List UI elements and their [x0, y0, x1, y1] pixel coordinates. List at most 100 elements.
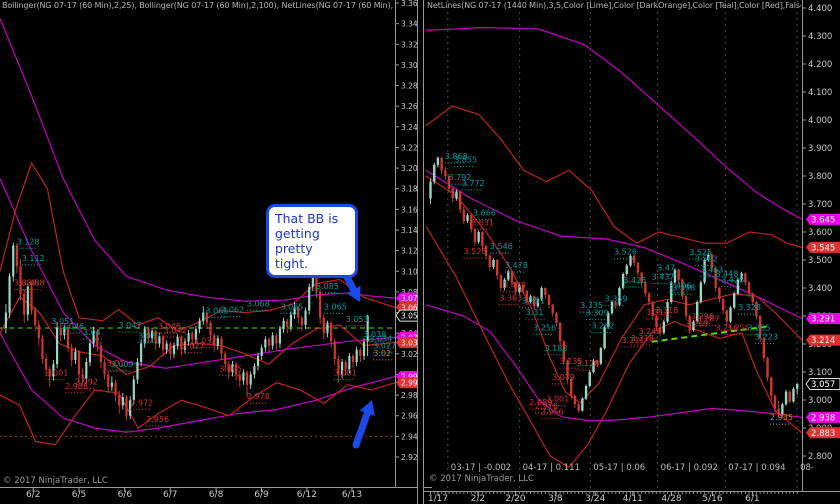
svg-text:2.992: 2.992: [401, 379, 423, 388]
netline-label: 3.526: [614, 248, 637, 257]
time-axis[interactable]: 1/17 2/2 2/20 3/8 3/24 4/11 4/28 5/16 6/1: [428, 491, 798, 504]
annotation-callout[interactable]: That BB is getting pretty tight.: [266, 204, 358, 278]
netline-label: 3.032: [194, 336, 217, 345]
svg-text:2.960: 2.960: [401, 412, 423, 421]
netline-label: 3.047: [119, 321, 142, 330]
indicator-header-left: Bollinger(NG 07-17 (60 Min),2,25), Bolli…: [2, 1, 393, 10]
bollinger-band-line: [425, 105, 803, 248]
netline-label: 3.398: [672, 284, 695, 293]
netline-label: 3.335: [580, 301, 603, 310]
svg-text:3.214: 3.214: [811, 336, 835, 346]
netline-label: 3.088: [22, 279, 45, 288]
netline-label: 3.061: [205, 307, 228, 316]
rollover-label: 03-17 | -0.002: [451, 463, 511, 473]
netline-label: 3.183: [544, 344, 567, 353]
svg-text:6/7: 6/7: [163, 490, 177, 500]
netline-label: 3.666: [473, 209, 496, 218]
bollinger-band-line: [425, 304, 803, 422]
time-axis[interactable]: 6/2 6/5 6/6 6/7 6/8 6/9 6/12 6/13: [26, 487, 362, 500]
svg-text:3.180: 3.180: [401, 185, 423, 194]
copyright-right: © 2017 NinjaTrader, LLC: [429, 474, 534, 484]
netline-label: 3.001: [334, 368, 357, 377]
netline-label: 2.989: [529, 398, 552, 407]
price-tag: [806, 213, 840, 225]
svg-text:4.000: 4.000: [808, 116, 832, 126]
netline-label: 3.038: [363, 330, 386, 339]
netline-label: 3.311: [646, 308, 669, 317]
netline-label: 3.262: [591, 322, 614, 331]
svg-text:3.900: 3.900: [808, 144, 832, 154]
netline-label: 2.972: [130, 398, 153, 407]
netline-label: 3.528: [464, 247, 487, 256]
netline-label: 3.256: [533, 323, 556, 332]
annotation-arrow[interactable]: [352, 409, 371, 449]
netline-label: 3.772: [462, 179, 485, 188]
netline-label: 3.01: [107, 359, 125, 368]
svg-text:2.800: 2.800: [808, 452, 832, 462]
svg-text:3.700: 3.700: [808, 200, 832, 210]
netline-label: 3.001: [546, 395, 569, 404]
svg-text:3.031: 3.031: [401, 338, 423, 347]
netline-label: 2.956: [146, 415, 169, 424]
netline-label: 3.027: [373, 342, 396, 351]
rollover-label: 04-17 | 0.111: [523, 463, 580, 473]
netline-label: 3.463: [700, 265, 723, 274]
bollinger-band-line: [425, 26, 803, 220]
netline-label: 3.855: [454, 156, 477, 165]
netline-label: 3.318: [655, 306, 678, 315]
netline-label: 3.04: [83, 328, 101, 337]
netline-label: 3.065: [280, 302, 303, 311]
netline-label: 3.085: [316, 282, 339, 291]
netline-label: 3.426: [721, 276, 744, 285]
svg-text:6/5: 6/5: [72, 490, 86, 500]
bollinger-band-line: [0, 161, 396, 332]
svg-text:3.320: 3.320: [401, 40, 423, 49]
svg-text:2/2: 2/2: [471, 494, 485, 504]
svg-text:4.200: 4.200: [808, 60, 832, 70]
netline-label: 3.112: [22, 254, 45, 263]
svg-text:3.600: 3.600: [808, 228, 832, 238]
netline-label: 3.079: [552, 373, 575, 382]
netline-label: 3.309: [586, 308, 609, 317]
price-tag: [806, 313, 840, 325]
price-axis[interactable]: 4.400 4.300 4.200 4.100 4.000 3.900 3.800 3.700…: [802, 4, 832, 462]
netline-label: 3.255: [727, 324, 750, 333]
svg-text:2.883: 2.883: [811, 429, 835, 439]
netline-label: 3.47: [657, 263, 675, 272]
price-tag: [806, 427, 840, 439]
netline-label: 2.992: [75, 378, 98, 387]
svg-text:4.300: 4.300: [808, 32, 832, 42]
netline-label: 3.128: [17, 237, 40, 246]
netline-label: 2.935: [770, 413, 793, 422]
netline-label: 3.328: [738, 303, 761, 312]
netline-label: 3.009: [111, 360, 134, 369]
netline-label: 3.269: [685, 320, 708, 329]
svg-text:2.920: 2.920: [401, 453, 423, 462]
netline-label: 3.065: [324, 302, 347, 311]
netline-label: 3.546: [490, 242, 513, 251]
netline-label: 2.956: [541, 407, 564, 416]
netline-label: 3.406: [669, 281, 692, 290]
svg-text:3.020: 3.020: [401, 350, 423, 359]
netline-label: 3.027: [182, 342, 205, 351]
svg-text:3.291: 3.291: [811, 315, 835, 325]
netline-label: 3.242: [638, 327, 661, 336]
svg-text:3.140: 3.140: [401, 226, 423, 235]
panel-splitter[interactable]: [417, 0, 424, 504]
chart-NG-07-17-60min[interactable]: 3.1283.1123.0513.0463.043.0473.0373.0093…: [0, 0, 432, 500]
svg-text:4.400: 4.400: [808, 4, 832, 14]
svg-text:3.300: 3.300: [401, 61, 423, 70]
svg-text:6/6: 6/6: [118, 490, 133, 500]
netline-label: 3.425: [623, 276, 646, 285]
netline-label: 3.868: [445, 152, 468, 161]
svg-text:2.980: 2.980: [401, 391, 423, 400]
svg-text:6/1: 6/1: [745, 494, 759, 504]
rollover-label: 05-17 | 0.06: [593, 463, 645, 473]
svg-text:6/2: 6/2: [26, 490, 40, 500]
netline-label: 3.359: [605, 294, 628, 303]
svg-text:3.074: 3.074: [401, 294, 423, 303]
svg-text:3.200: 3.200: [401, 164, 423, 173]
netline-label: 3.223: [755, 333, 778, 342]
